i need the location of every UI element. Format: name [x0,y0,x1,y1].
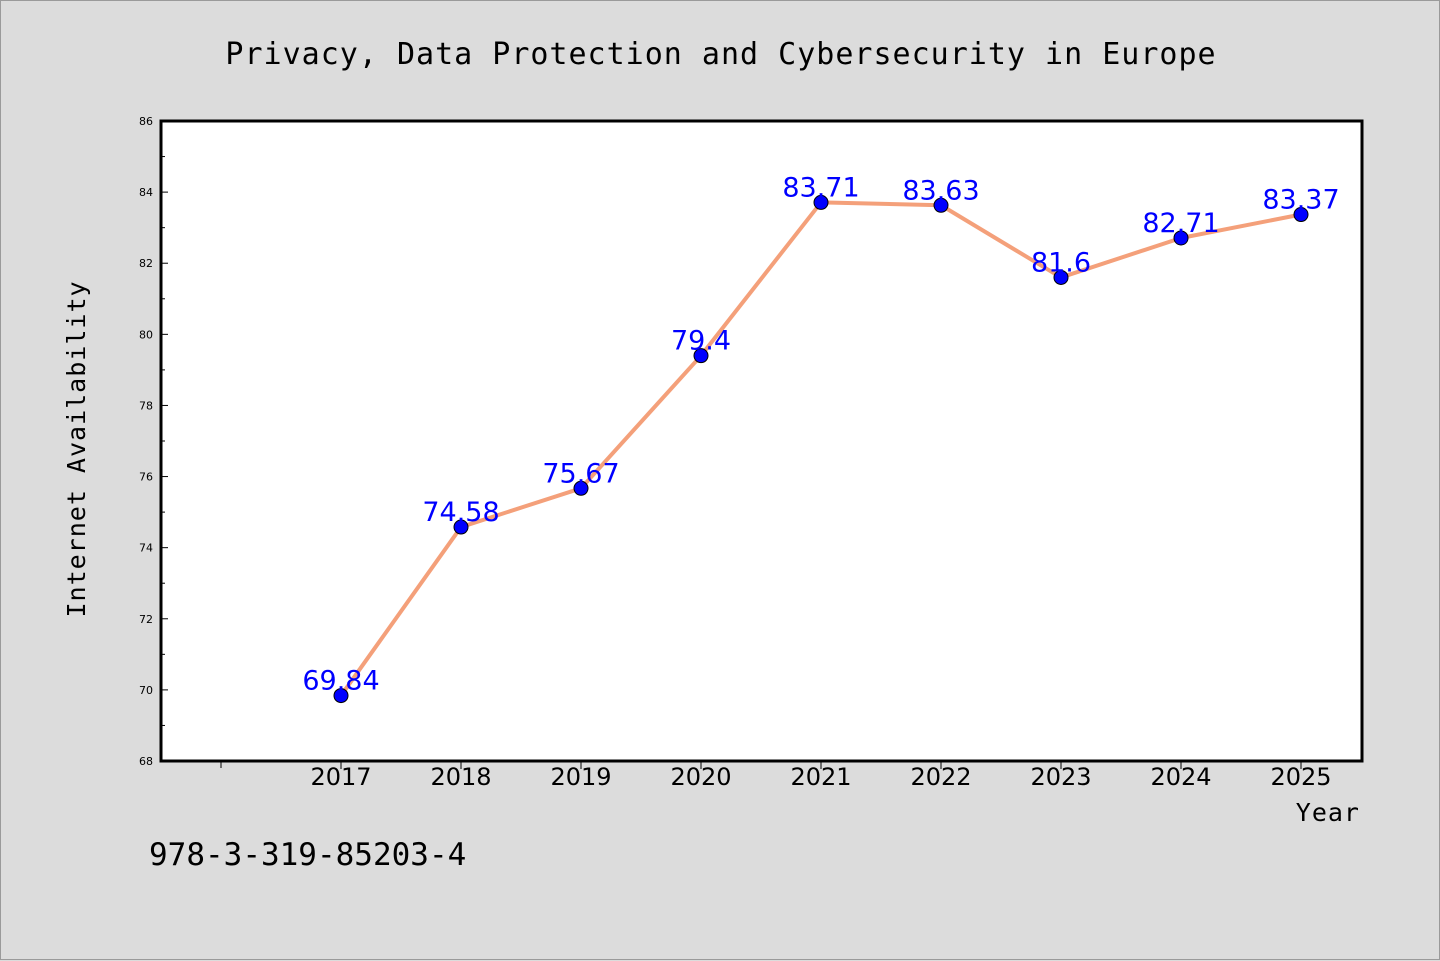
data-point [933,197,949,213]
y-axis-label: Internet Availability [62,280,91,617]
data-labels: 69.84 74.58 75.67 79.4 83.71 83.63 81.6 82.71 83… [302,172,1339,696]
y-tick-label: 68 [139,755,153,768]
data-label: 75.67 [542,458,619,489]
data-label: 81.6 [1031,247,1091,278]
y-tick-label: 84 [139,186,153,199]
data-label: 79.4 [671,326,731,357]
x-tick-label: 2018 [430,763,491,791]
y-axis-ticks: 68 70 72 74 76 78 80 82 84 86 [139,115,168,768]
y-tick-label: 78 [139,399,153,412]
data-point [1173,230,1189,246]
y-tick-label: 74 [139,542,153,555]
data-label: 83.63 [902,175,979,206]
data-point [1293,207,1309,223]
x-tick-label: 2023 [1030,763,1091,791]
y-tick-label: 70 [139,684,153,697]
x-tick-label: 2022 [910,763,971,791]
data-label: 69.84 [302,666,379,697]
x-tick-label: 2020 [670,763,731,791]
y-tick-label: 86 [139,115,153,128]
isbn-text: 978-3-319-85203-4 [149,837,466,873]
x-tick-label: 2017 [310,763,371,791]
y-tick-label: 76 [139,471,153,484]
data-point [813,194,829,210]
y-tick-label: 82 [139,257,153,270]
data-label: 82.71 [1142,208,1219,239]
data-label: 74.58 [422,497,499,528]
data-point [573,480,589,496]
data-point [333,688,349,704]
y-tick-label: 80 [139,328,153,341]
x-tick-label: 2021 [790,763,851,791]
data-series [333,194,1309,704]
data-point [1053,269,1069,285]
x-tick-label: 2025 [1270,763,1331,791]
data-label: 83.37 [1262,185,1339,216]
y-tick-label: 72 [139,613,153,626]
x-tick-label: 2019 [550,763,611,791]
x-axis-label: Year [1296,798,1360,827]
chart-title: Privacy, Data Protection and Cybersecuri… [225,37,1216,72]
data-point [693,348,709,364]
data-label: 83.71 [782,172,859,203]
x-tick-label: 2024 [1150,763,1211,791]
data-point [453,519,469,535]
plot-area [159,119,1364,763]
x-axis-ticks: 2017 2018 2019 2020 2021 2022 2023 2024 2025 [220,761,1332,791]
